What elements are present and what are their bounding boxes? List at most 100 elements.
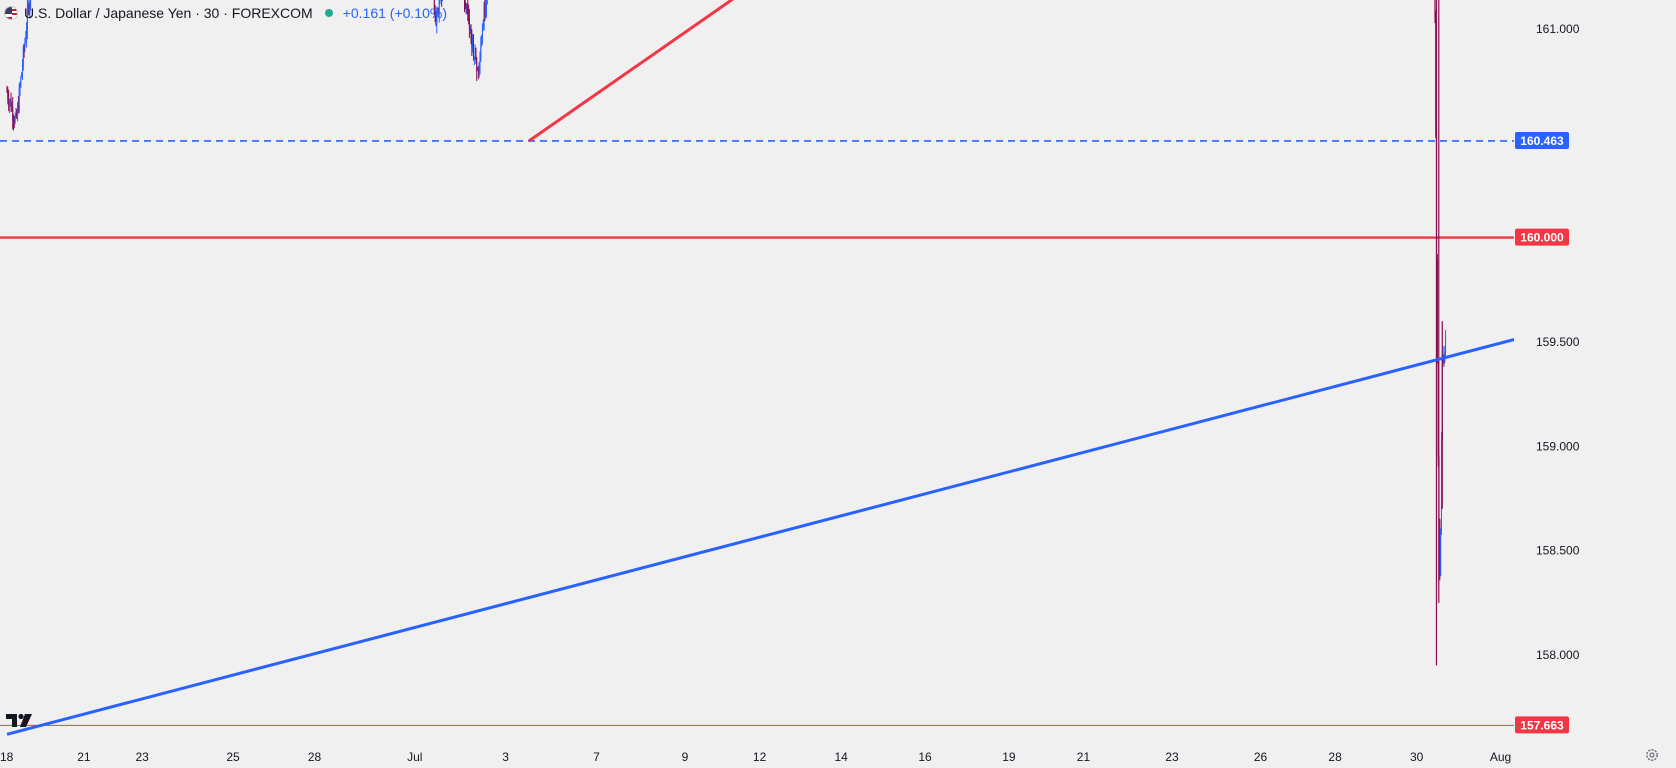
x-tick-label: Aug	[1490, 750, 1511, 764]
candle-body	[481, 29, 483, 40]
candle-body	[485, 7, 487, 15]
candle-body	[10, 99, 12, 111]
x-tick-label: 21	[77, 750, 91, 764]
time-axis[interactable]: 18 21 23 25 28 Jul 3 7 9 12 14 16 19 21 23 26 28 30 Aug	[0, 750, 1511, 764]
x-tick-label: 7	[593, 750, 600, 764]
x-tick-label: 14	[834, 750, 848, 764]
candle-body	[1434, 0, 1436, 17]
candle-body	[433, 0, 435, 8]
candle-body	[9, 99, 11, 102]
candle-body	[471, 34, 473, 48]
candle-body	[437, 8, 439, 10]
candle-body	[13, 119, 15, 121]
price-label-text: 157.663	[1520, 718, 1564, 732]
candle-body	[483, 5, 485, 27]
candle-body	[29, 0, 31, 12]
candle-body	[17, 105, 19, 111]
candle-body	[482, 26, 484, 30]
lines-layer	[0, 140, 1514, 726]
us-flag-icon	[4, 6, 18, 20]
candle-body	[479, 58, 481, 65]
x-tick-label: 28	[308, 750, 322, 764]
candle-body	[1439, 519, 1441, 576]
candles-layer	[6, 0, 1447, 666]
candle-body	[27, 5, 29, 10]
y-tick-label: 158.500	[1536, 544, 1580, 558]
candle-body	[481, 39, 483, 47]
candle-body	[26, 30, 28, 39]
candle-body	[478, 64, 480, 72]
candle-body	[15, 112, 17, 116]
candle-body	[464, 3, 466, 5]
candle-body	[19, 85, 21, 89]
candle-body	[1435, 16, 1437, 135]
candle-body	[468, 12, 470, 17]
candle-body	[463, 0, 465, 4]
y-tick-label: 161.000	[1536, 22, 1580, 36]
price-label-text: 160.463	[1520, 134, 1564, 148]
candle-body	[434, 7, 436, 13]
candle-body	[22, 48, 24, 67]
candle-body	[465, 4, 467, 8]
price-axis[interactable]: 163.500163.000162.500162.000161.500161.0…	[1514, 0, 1676, 768]
x-tick-label: 19	[1002, 750, 1016, 764]
candle-body	[469, 25, 471, 30]
candle-body	[436, 9, 438, 24]
candle-body	[25, 38, 27, 43]
symbol-title[interactable]: U.S. Dollar / Japanese Yen · 30 · FOREXC…	[24, 5, 313, 21]
candle-body	[1440, 441, 1442, 530]
x-tick-label: 28	[1328, 750, 1342, 764]
candle-body	[480, 46, 482, 59]
x-tick-label: 18	[0, 750, 14, 764]
y-tick-label: 159.500	[1536, 335, 1580, 349]
candle-body	[472, 39, 474, 48]
candle-body	[438, 0, 440, 14]
candle-body	[28, 5, 30, 12]
candle-body	[467, 7, 469, 13]
candle-body	[11, 106, 13, 111]
x-tick-label: 26	[1254, 750, 1268, 764]
x-tick-label: 12	[753, 750, 767, 764]
candle-body	[20, 76, 22, 86]
x-tick-label: 9	[682, 750, 689, 764]
candle-body	[477, 67, 479, 72]
candle-body	[14, 115, 16, 123]
candle-body	[1436, 259, 1438, 364]
candle-body	[16, 112, 18, 118]
trendlines-layer	[6, 0, 1546, 736]
price-label-box	[1515, 716, 1569, 734]
price-axis-background	[1514, 0, 1676, 768]
x-tick-label: 30	[1410, 750, 1424, 764]
candle-body	[23, 48, 25, 50]
gear-icon[interactable]	[1645, 748, 1659, 762]
candle-body	[18, 88, 20, 111]
candle-body	[484, 5, 486, 15]
candle-body	[474, 48, 476, 57]
candle-body	[13, 120, 15, 123]
candle-body	[475, 48, 477, 63]
blue-trendline	[6, 330, 1546, 736]
price-label-text: 160.000	[1520, 231, 1564, 245]
candle-body	[486, 0, 488, 8]
y-tick-label: 158.000	[1536, 648, 1580, 662]
candle-body	[466, 7, 468, 9]
candle-body	[437, 8, 439, 14]
candle-body	[468, 16, 470, 30]
candle-body	[8, 101, 10, 105]
x-tick-label: 3	[502, 750, 509, 764]
candle-body	[477, 67, 479, 72]
x-tick-label: 23	[1165, 750, 1179, 764]
candle-body	[1440, 529, 1442, 576]
candle-body	[476, 62, 478, 72]
chart-header: U.S. Dollar / Japanese Yen · 30 · FOREXC…	[0, 0, 447, 26]
x-tick-label: Jul	[407, 750, 422, 764]
market-status-dot-icon	[324, 9, 333, 17]
candle-body	[17, 105, 19, 118]
tradingview-logo-icon[interactable]	[6, 712, 36, 728]
x-tick-label: 23	[135, 750, 149, 764]
candle-body	[473, 56, 475, 58]
candle-body	[21, 66, 23, 74]
candle-body	[7, 91, 9, 100]
candle-body	[435, 12, 437, 24]
